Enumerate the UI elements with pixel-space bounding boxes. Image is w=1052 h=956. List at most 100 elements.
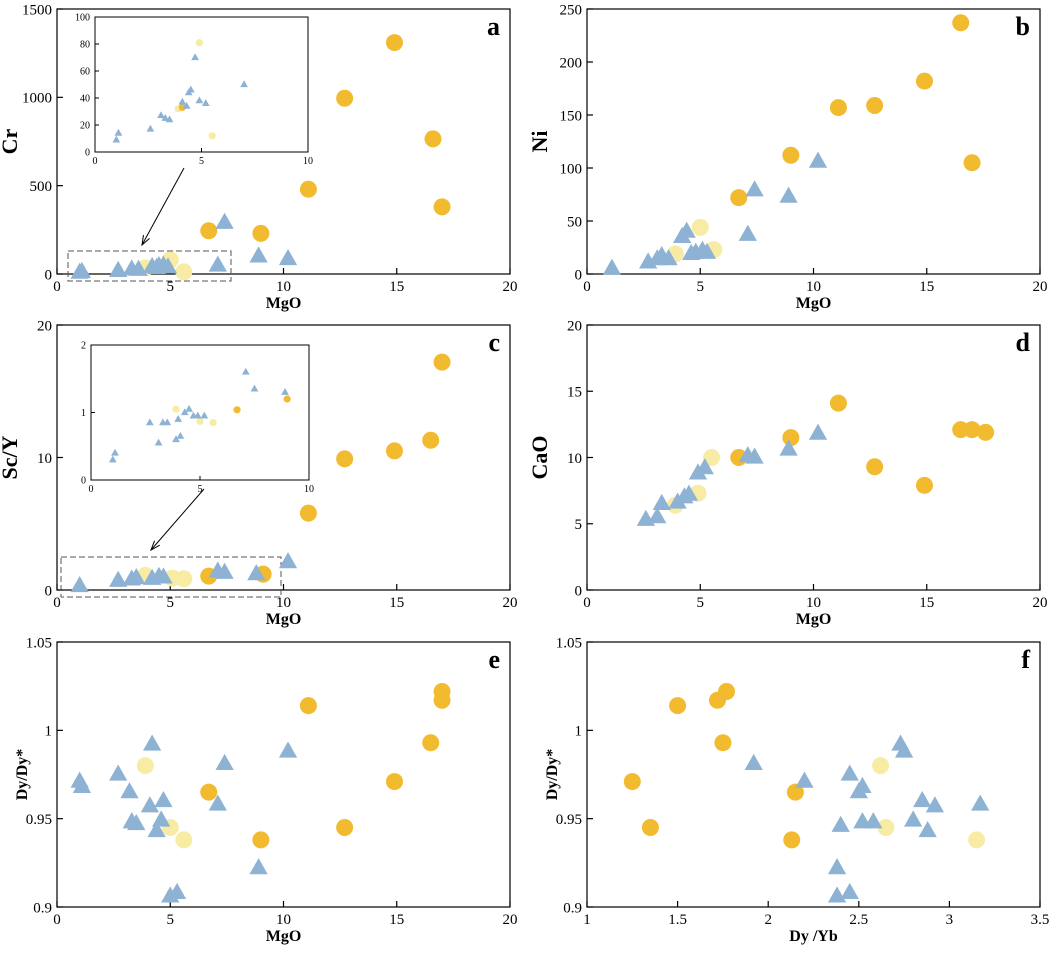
inset-triangle-point [154, 438, 163, 446]
triangle-point [744, 753, 763, 771]
inset-triangle-point [163, 418, 172, 426]
triangle-point [129, 259, 148, 276]
inset-triangle-point [281, 388, 289, 395]
frame [586, 8, 1041, 275]
triangle-point [648, 507, 667, 524]
triangle-point [127, 813, 146, 831]
circle-point [252, 831, 270, 849]
y-tick-label: 1 [45, 724, 53, 740]
triangle-point [853, 776, 872, 794]
y-axis-label: Cr [0, 128, 22, 154]
circle-point [963, 421, 981, 439]
zoom-arrow-line [141, 167, 185, 246]
circle-point [714, 734, 732, 752]
circle-point [433, 691, 451, 709]
circle-point [782, 429, 800, 447]
triangle-point [70, 576, 89, 593]
triangle-point [695, 458, 714, 475]
circle-point [952, 14, 970, 32]
frame [586, 324, 1041, 591]
y-axis-label: Dy/Dy* [14, 749, 31, 801]
triangle-point [249, 858, 268, 875]
inset-series-orange-circles [233, 395, 291, 414]
x-tick-label: 20 [1033, 279, 1048, 295]
circle-point [433, 353, 451, 371]
inset-circle-point [233, 406, 241, 414]
triangle-point [652, 493, 671, 511]
circle-point [718, 682, 736, 700]
x-tick-label: 15 [919, 279, 934, 295]
x-tick-label: 10 [276, 912, 291, 928]
triangle-point [904, 810, 923, 827]
series-pale-circles [872, 757, 986, 849]
inset-triangle-point [146, 124, 155, 132]
panel-c: 0 5 10 15 20 0 10 20 0 5 10 0 1 2 c MgO Sc/Y [0, 318, 518, 628]
y-tick-label: 0 [45, 267, 53, 283]
triangle-point [779, 186, 798, 203]
circle-point [730, 189, 748, 207]
x-tick-label: 5 [167, 279, 175, 295]
circle-point [783, 831, 801, 849]
x-tick-label: 20 [503, 912, 518, 928]
inset-x-tick-label: 10 [304, 484, 314, 495]
circle-point [877, 819, 895, 836]
triangle-point [208, 255, 227, 272]
y-tick-label: 200 [560, 55, 583, 71]
x-axis-label: MgO [266, 295, 302, 312]
inset-triangle-point [180, 408, 189, 416]
inset-triangle-point [111, 448, 119, 456]
triangle-point [925, 796, 945, 813]
inset-triangle-point [178, 97, 187, 105]
inset-triangle-point [250, 384, 259, 392]
inset-circle-point [209, 419, 217, 427]
x-tick-label: 1.5 [668, 912, 687, 928]
inset-triangle-point [195, 96, 204, 104]
inset-triangle-point [157, 111, 165, 119]
x-tick-label: 15 [919, 595, 934, 611]
inset-triangle-point [200, 411, 209, 419]
y-tick-label: 500 [30, 179, 53, 195]
y-tick-label: 1500 [22, 2, 52, 18]
triangle-point [808, 423, 828, 440]
y-tick-label: 5 [575, 517, 583, 533]
zoom-arrow-line [150, 488, 205, 551]
inset-circle-point [208, 132, 216, 140]
y-tick-label: 1 [575, 724, 583, 740]
inset-circle-point [172, 405, 180, 413]
circle-point [175, 831, 193, 849]
inset-y-tick-label: 0 [85, 148, 90, 159]
y-tick-label: 10 [567, 451, 582, 467]
circle-point [829, 99, 847, 117]
zoom-arrow-head [141, 235, 150, 247]
series-orange-circles [200, 682, 451, 849]
x-tick-label: 5 [697, 595, 705, 611]
circle-point [872, 757, 890, 775]
inset-c: 0 5 10 0 1 2 [81, 341, 314, 496]
x-tick-label: 2 [764, 912, 772, 928]
triangle-point [278, 248, 298, 266]
inset-series-orange-circles [178, 103, 186, 112]
x-tick-label: 5 [697, 279, 705, 295]
y-tick-label: 100 [560, 161, 583, 177]
circle-point [175, 263, 193, 281]
x-tick-label: 10 [806, 279, 821, 295]
series-blue-triangles [744, 734, 990, 903]
x-tick-label: 2.5 [849, 912, 868, 928]
inset-series-pale-circles [172, 405, 217, 427]
x-tick-label: 3.5 [1031, 912, 1050, 928]
x-tick-label: 0 [583, 595, 591, 611]
x-tick-label: 0 [53, 279, 61, 295]
inset-triangle-point [172, 435, 180, 443]
inset-triangle-point [161, 114, 170, 121]
y-tick-label: 20 [567, 318, 582, 334]
y-axis-label: Dy/Dy* [544, 749, 561, 801]
inset-frame [90, 344, 310, 481]
panel-letter: c [488, 328, 500, 357]
series-orange-circles [200, 34, 451, 242]
triangle-point [864, 812, 883, 829]
inset-triangle-point [185, 404, 193, 412]
y-tick-label: 0 [575, 583, 583, 599]
y-tick-label: 50 [567, 214, 582, 230]
triangle-point [127, 568, 146, 585]
y-tick-label: 10 [37, 451, 52, 467]
